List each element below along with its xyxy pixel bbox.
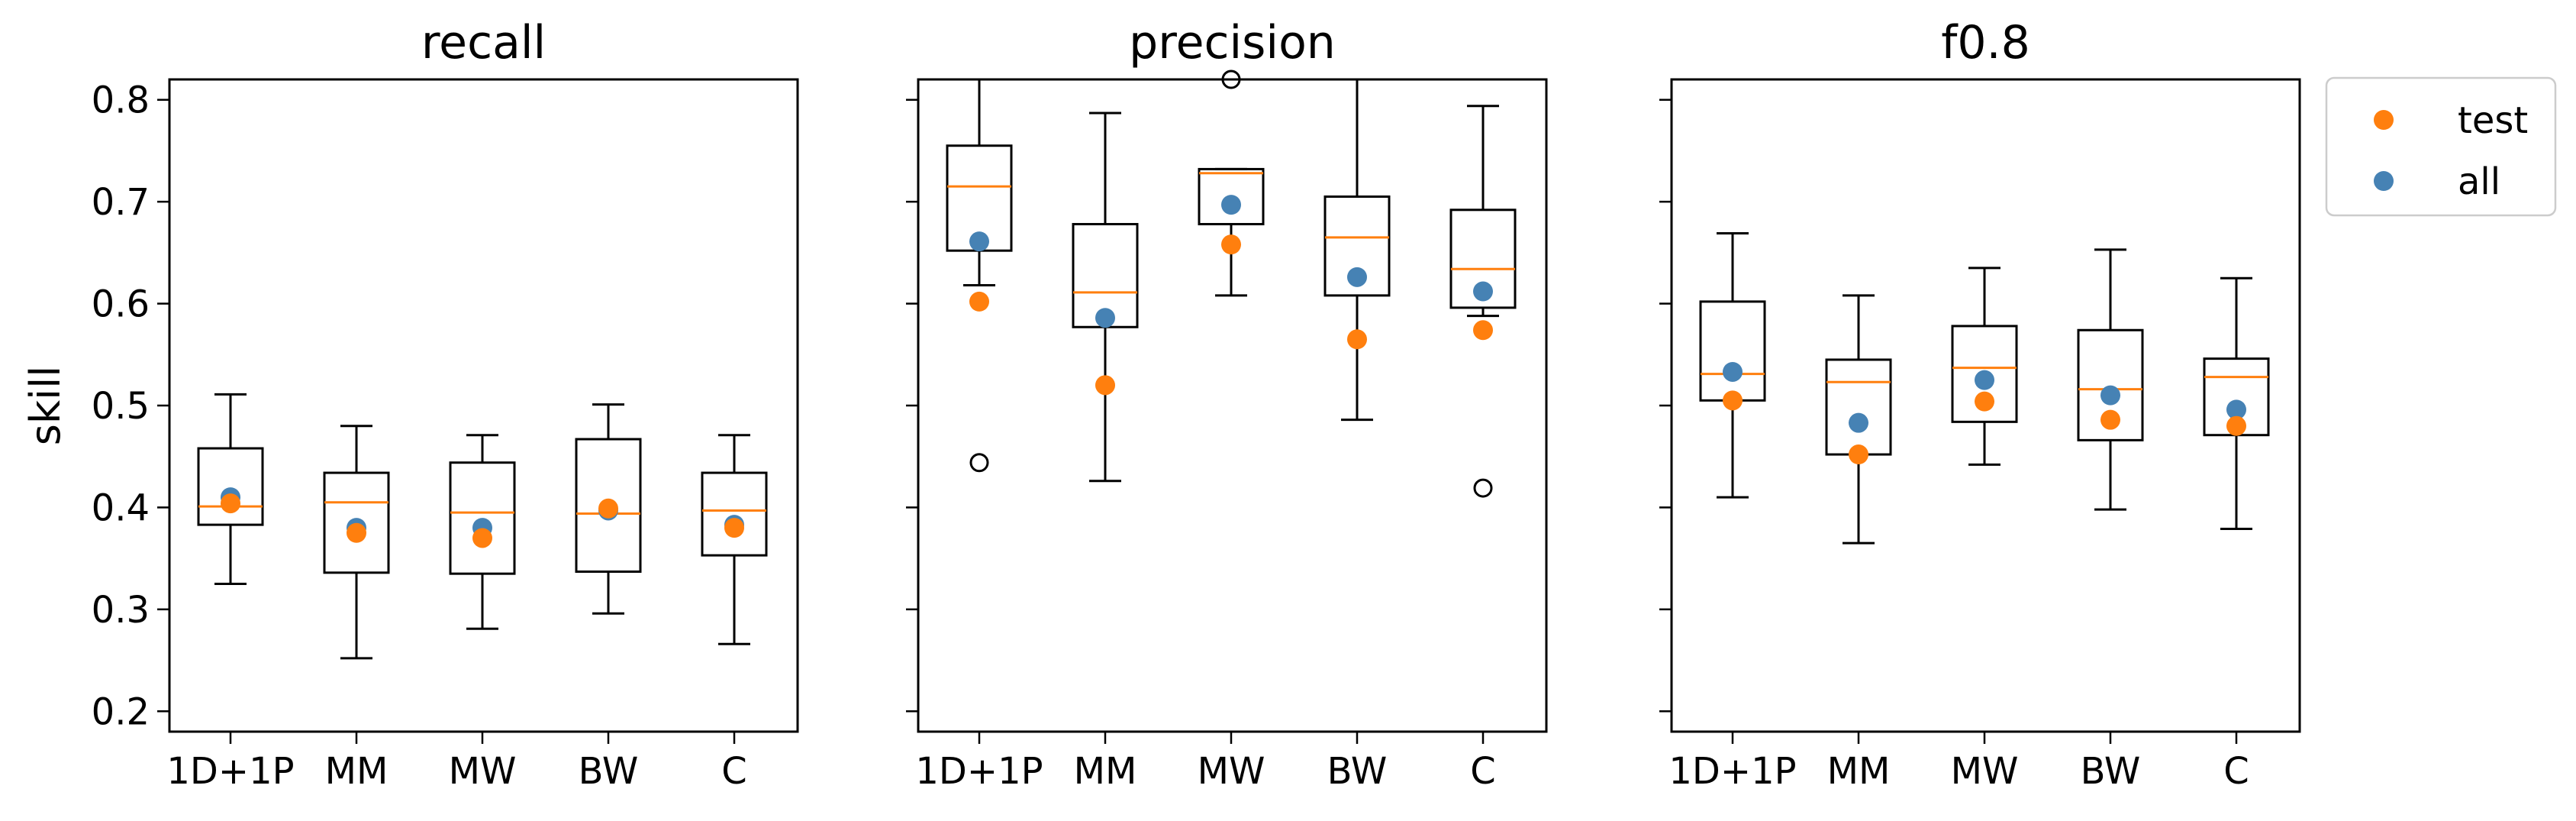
- box-recall-BW: [575, 438, 642, 574]
- box-recall-MW: [449, 461, 516, 575]
- y-tick-label: 0.2: [92, 690, 150, 733]
- legend-box: [2325, 76, 2557, 217]
- x-tick-label: MW: [1198, 750, 1265, 793]
- test-point: [1473, 320, 1493, 341]
- test-point: [1095, 375, 1115, 396]
- all-point: [1975, 370, 1994, 390]
- panel-title-precision: precision: [1129, 16, 1336, 69]
- test-point: [598, 498, 618, 519]
- x-tick-label: 1D+1P: [166, 750, 294, 793]
- panel-frame-f0-8: [1670, 78, 2301, 733]
- all-point: [1849, 412, 1868, 433]
- x-tick-label: MM: [1074, 750, 1137, 793]
- box-recall-1D+1P: [197, 447, 264, 526]
- outlier-point: [1473, 478, 1493, 498]
- y-axis-label: skill: [21, 366, 69, 445]
- box-f0-8-MW: [1951, 325, 2018, 423]
- y-tick-label: 0.8: [92, 79, 150, 122]
- box-precision-C: [1449, 208, 1517, 309]
- test-point: [1221, 234, 1241, 255]
- x-tick-label: C: [2223, 750, 2249, 793]
- all-point: [1095, 308, 1115, 328]
- x-tick-label: MW: [1951, 750, 2019, 793]
- y-tick-label: 0.5: [92, 385, 150, 428]
- x-tick-label: BW: [1327, 750, 1388, 793]
- all-point: [969, 231, 989, 252]
- legend-marker-test: [2374, 110, 2394, 130]
- y-tick-label: 0.6: [92, 283, 150, 326]
- all-point: [1723, 361, 1743, 382]
- test-point: [472, 528, 492, 548]
- all-point: [1473, 281, 1493, 302]
- x-tick-label: 1D+1P: [1668, 750, 1796, 793]
- test-point: [2100, 409, 2120, 430]
- outlier-point: [969, 453, 989, 473]
- x-tick-label: MM: [325, 750, 388, 793]
- test-point: [2226, 415, 2246, 436]
- panel-title-f0-8: f0.8: [1941, 16, 2030, 69]
- legend-label-test: test: [2458, 99, 2528, 142]
- box-f0-8-MM: [1825, 358, 1892, 456]
- all-point: [2100, 385, 2120, 406]
- box-recall-MM: [323, 471, 390, 574]
- y-tick-label: 0.4: [92, 486, 150, 529]
- x-tick-label: MM: [1827, 750, 1891, 793]
- all-point: [1221, 195, 1241, 215]
- box-precision-MW: [1198, 167, 1265, 225]
- all-point: [2226, 399, 2246, 420]
- all-point: [1347, 267, 1367, 287]
- y-tick-label: 0.3: [92, 589, 150, 632]
- panel-title-recall: recall: [421, 16, 546, 69]
- box-recall-C: [701, 471, 768, 557]
- box-f0-8-BW: [2077, 328, 2144, 441]
- test-point: [1975, 391, 1994, 412]
- legend-marker-all: [2374, 171, 2394, 191]
- panel-frame-precision: [917, 78, 1548, 733]
- test-point: [221, 493, 240, 514]
- test-point: [1347, 329, 1367, 350]
- x-tick-label: BW: [2081, 750, 2141, 793]
- box-f0-8-1D+1P: [1699, 300, 1766, 402]
- x-tick-label: BW: [579, 750, 639, 793]
- y-tick-label: 0.7: [92, 181, 150, 224]
- test-point: [347, 522, 366, 543]
- x-tick-label: C: [1470, 750, 1496, 793]
- test-point: [1849, 444, 1868, 465]
- test-point: [724, 518, 744, 538]
- x-tick-label: 1D+1P: [915, 750, 1043, 793]
- legend-label-all: all: [2458, 160, 2500, 203]
- test-point: [969, 291, 989, 312]
- box-precision-BW: [1323, 195, 1391, 297]
- x-tick-label: C: [721, 750, 747, 793]
- x-tick-label: MW: [449, 750, 517, 793]
- test-point: [1723, 390, 1743, 411]
- panel-frame-recall: [168, 78, 799, 733]
